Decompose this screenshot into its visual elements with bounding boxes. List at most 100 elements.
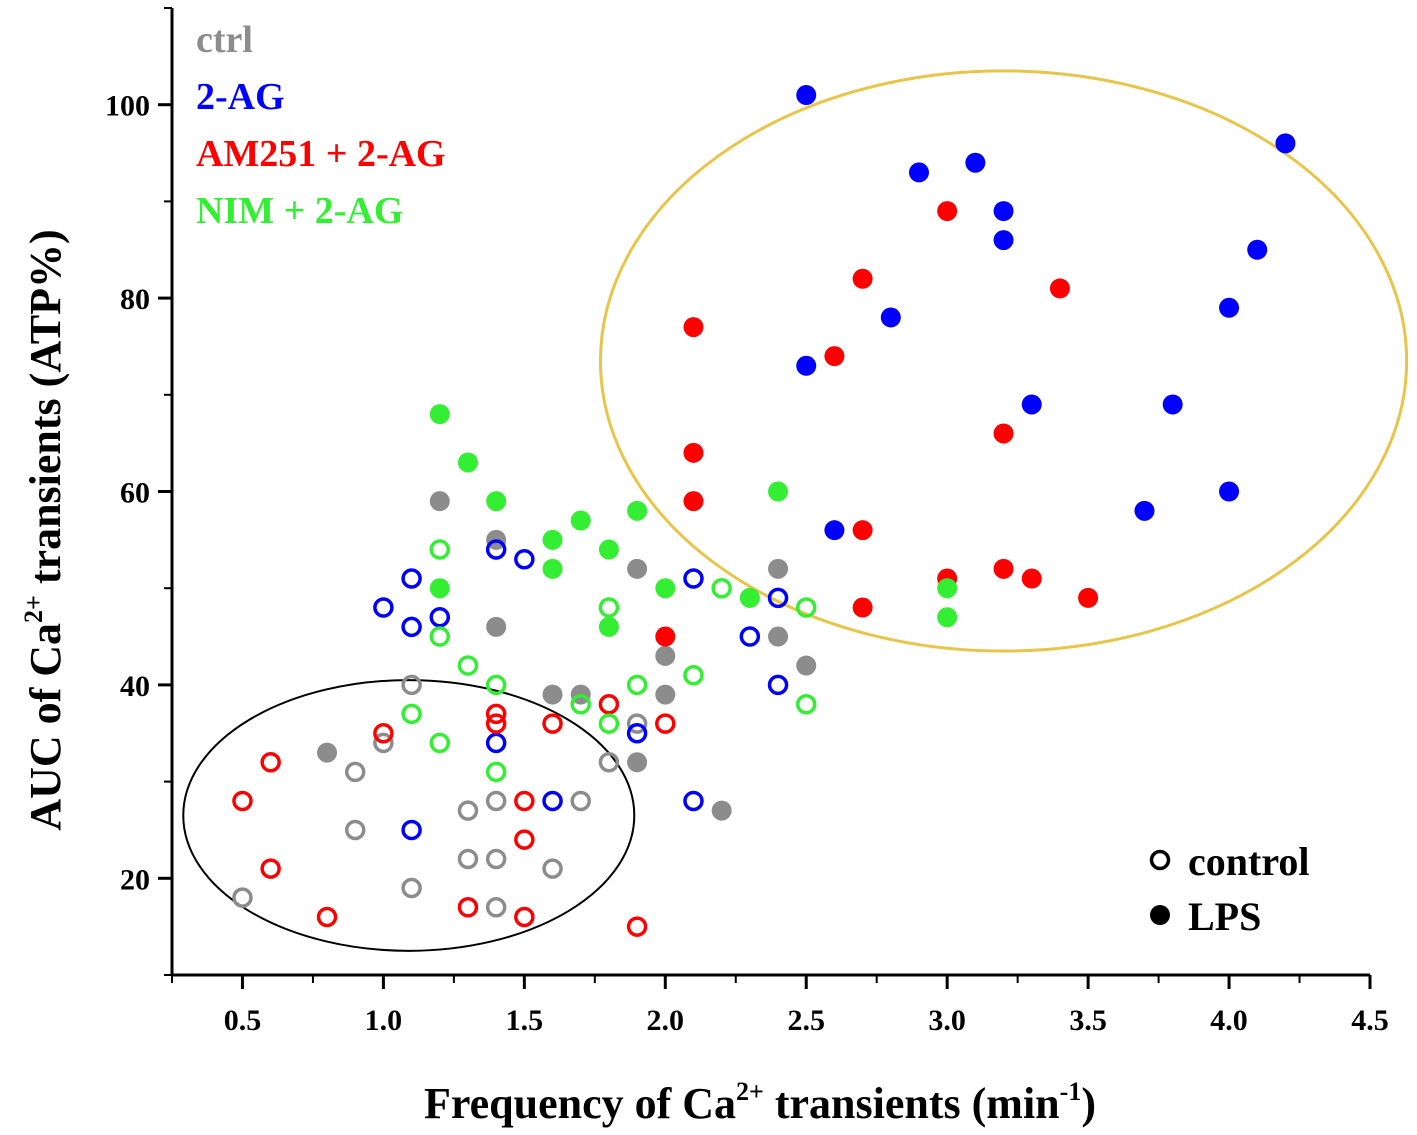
point-am251-2-ag-control [485, 703, 507, 725]
point-am251-2-ag-lps [655, 626, 676, 647]
point-2-ag-control [514, 548, 535, 570]
point-2-ag-lps [880, 307, 901, 328]
point-2-ag-lps [1021, 394, 1042, 415]
point-am251-2-ag-control [260, 858, 281, 879]
point-nim-2-ag-control [570, 693, 591, 715]
point-nim-2-ag-control [711, 577, 732, 599]
point-am251-2-ag-control [542, 713, 563, 734]
point-2-ag-lps [1275, 133, 1296, 154]
point-nim-2-ag-control [485, 674, 507, 696]
point-ctrl-lps [486, 616, 507, 637]
point-2-ag-control [767, 674, 789, 696]
point-am251-2-ag-control [655, 713, 676, 734]
point-nim-2-ag-lps [598, 539, 619, 560]
point-nim-2-ag-lps [542, 558, 563, 579]
point-am251-2-ag-control [626, 916, 648, 937]
point-am251-2-ag-lps [824, 346, 845, 367]
point-ctrl-lps [711, 800, 732, 821]
point-2-ag-lps [824, 520, 845, 541]
point-ctrl-lps [768, 626, 789, 647]
marker-legend-label: LPS [1188, 894, 1261, 939]
point-nim-2-ag-control [401, 703, 422, 725]
point-nim-2-ag-lps [768, 481, 789, 502]
point-2-ag-control [683, 568, 704, 589]
point-am251-2-ag-control [514, 829, 535, 850]
annotation-ellipse-0 [598, 69, 1409, 653]
y-tick-label: 60 [120, 477, 150, 510]
point-ctrl-lps [429, 491, 450, 512]
point-am251-2-ag-control [373, 723, 394, 744]
x-tick-label: 1.0 [365, 1004, 403, 1037]
point-am251-2-ag-lps [852, 268, 873, 289]
x-axis-title-sup2: -1 [1060, 1077, 1082, 1106]
point-2-ag-control [683, 790, 704, 812]
point-2-ag-control [767, 587, 789, 609]
y-axis-title-prefix: AUC of Ca [21, 623, 70, 831]
marker-legend-symbol [1150, 905, 1170, 925]
point-ctrl-lps [796, 655, 817, 676]
point-nim-2-ag-control [429, 732, 451, 754]
y-axis-title-sup: 2+ [19, 595, 48, 623]
point-nim-2-ag-control [485, 761, 507, 783]
point-ctrl-control [570, 790, 591, 812]
point-2-ag-control [401, 568, 422, 589]
point-2-ag-lps [1162, 394, 1183, 415]
point-am251-2-ag-lps [1021, 568, 1042, 589]
point-ctrl-lps [317, 742, 338, 763]
x-axis-title-prefix: Frequency of Ca [424, 1079, 736, 1128]
point-2-ag-lps [1134, 500, 1155, 521]
point-nim-2-ag-control [429, 626, 451, 647]
point-2-ag-control [429, 606, 451, 628]
point-2-ag-control [401, 616, 422, 638]
point-2-ag-control [739, 626, 761, 647]
point-2-ag-lps [908, 162, 929, 183]
x-ticks: 0.5 1.0 1.5 2.0 2.5 3.0 3.5 4.0 4.5 [171, 975, 1389, 1037]
point-am251-2-ag-lps [683, 442, 704, 463]
x-tick-label: 4.5 [1351, 1004, 1389, 1037]
annotation-layer [182, 69, 1409, 952]
point-nim-2-ag-lps [457, 452, 478, 473]
point-am251-2-ag-control [316, 906, 338, 928]
legend-entry: 2-AG [196, 76, 285, 118]
point-ctrl-control [401, 674, 422, 696]
point-nim-2-ag-lps [570, 510, 591, 531]
point-ctrl-control [344, 819, 366, 841]
point-ctrl-control [457, 848, 479, 870]
point-2-ag-lps [1219, 481, 1240, 502]
y-ticks: 20 40 60 80 100 [105, 7, 172, 976]
point-2-ag-lps [965, 152, 986, 173]
point-2-ag-lps [993, 230, 1014, 251]
point-ctrl-lps [542, 684, 563, 705]
axes: 0.5 1.0 1.5 2.0 2.5 3.0 3.5 4.0 4.5 20 40 60 80 100 [105, 7, 1389, 1037]
x-axis-title: Frequency of Ca2+ transients (min-1) [424, 1077, 1096, 1128]
point-ctrl-control [598, 752, 620, 773]
point-am251-2-ag-control [598, 693, 620, 715]
y-tick-label: 100 [105, 90, 150, 123]
legend-entry: NIM + 2-AG [196, 190, 403, 232]
point-nim-2-ag-lps [937, 607, 958, 628]
x-axis-title-middle: transients (min [764, 1079, 1060, 1128]
point-2-ag-lps [993, 201, 1014, 222]
point-nim-2-ag-control [598, 713, 620, 734]
point-am251-2-ag-lps [683, 317, 704, 338]
point-2-ag-lps [1247, 239, 1268, 260]
y-tick-label: 20 [120, 863, 150, 896]
point-nim-2-ag-control [429, 539, 451, 560]
y-tick-label: 80 [120, 283, 150, 316]
point-am251-2-ag-lps [852, 597, 873, 618]
point-am251-2-ag-lps [993, 558, 1014, 579]
x-tick-label: 2.5 [787, 1004, 825, 1037]
x-tick-label: 0.5 [224, 1004, 262, 1037]
point-ctrl-control [401, 877, 422, 899]
point-am251-2-ag-control [514, 790, 535, 812]
marker-legend-label: control [1188, 839, 1309, 884]
point-ctrl-control [485, 848, 507, 870]
point-nim-2-ag-lps [655, 578, 676, 599]
point-am251-2-ag-lps [683, 491, 704, 512]
point-nim-2-ag-lps [627, 500, 648, 521]
point-am251-2-ag-control [260, 752, 281, 773]
marker-legend-symbol [1149, 849, 1171, 871]
point-ctrl-control [542, 858, 563, 879]
x-tick-label: 3.0 [928, 1004, 966, 1037]
point-am251-2-ag-control [514, 906, 535, 928]
